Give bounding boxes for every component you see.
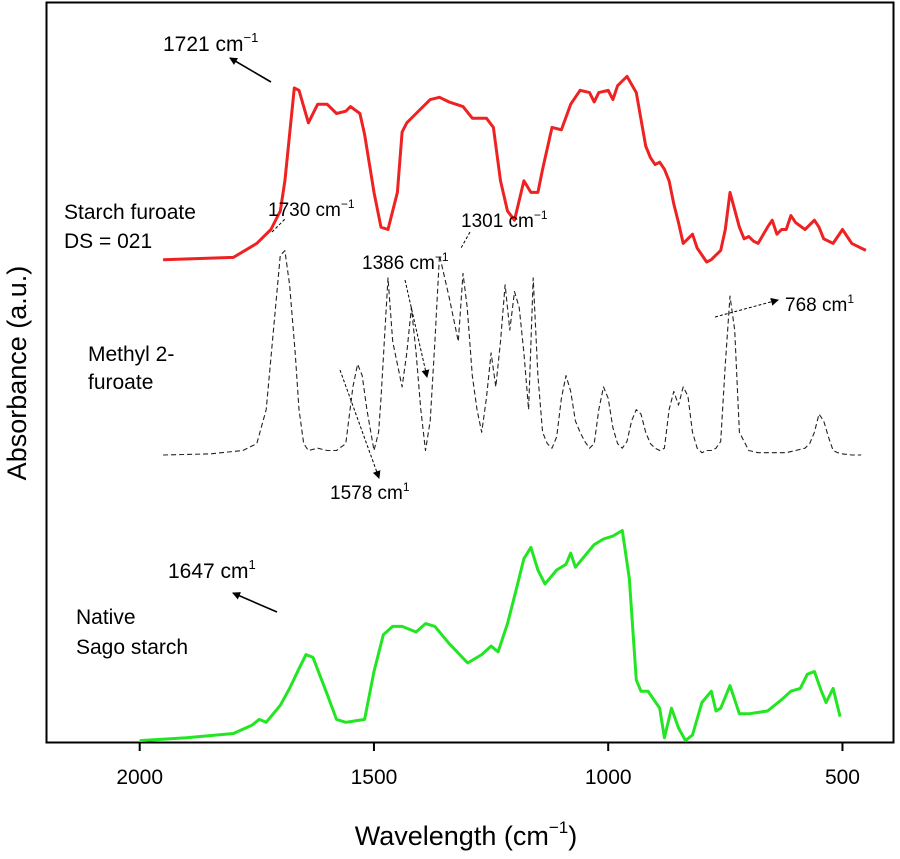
- annotation-label: 1721 cm−1: [163, 30, 258, 56]
- annotation-arrow: [229, 57, 272, 83]
- series-label-line: Methyl 2-: [88, 343, 174, 366]
- annotation-1301: 1301 cm−1: [460, 208, 548, 249]
- annotation-arrow: [714, 297, 779, 318]
- annotation-sup: −1: [244, 30, 259, 45]
- annotation-sup: −1: [341, 197, 355, 211]
- annotation-arrow: [271, 217, 287, 233]
- x-axis-title: Wavelength (cm−1): [355, 818, 577, 851]
- series-label-starch-furoate: Starch furoate DS = 021: [64, 201, 196, 253]
- annotation-arrow: [339, 369, 381, 479]
- x-tick-label: 2000: [116, 766, 163, 789]
- series-label-line: DS = 021: [64, 230, 152, 253]
- series-label-line: furoate: [88, 371, 153, 394]
- annotation-sup: −1: [534, 208, 548, 222]
- series-line-native-sago-starch: [139, 529, 842, 743]
- x-tick-label: 500: [825, 766, 860, 789]
- annotation-text: 768 cm: [785, 295, 847, 316]
- annotation-text: 1721 cm: [163, 33, 244, 56]
- annotation-arrow: [460, 231, 471, 249]
- annotation-sup: 1: [249, 557, 256, 572]
- y-axis-title: Absorbance (a.u.): [2, 266, 32, 481]
- x-axis-title-end: ): [568, 821, 577, 851]
- x-tick-label: 1000: [585, 766, 632, 789]
- series-label-line: Sago starch: [76, 636, 188, 659]
- annotation-1647: 1647 cm1: [168, 557, 278, 613]
- annotation-1721: 1721 cm−1: [163, 30, 272, 83]
- series-label-methyl-furoate: Methyl 2- furoate: [88, 343, 174, 394]
- x-axis-title-text: Wavelength (cm: [355, 821, 549, 851]
- annotation-text: 1730 cm: [268, 200, 341, 221]
- annotation-label: 1578 cm1: [330, 480, 410, 504]
- annotation-sup: 1: [847, 292, 854, 306]
- annotation-label: 1647 cm1: [168, 557, 256, 583]
- annotation-text: 1301 cm: [461, 211, 534, 232]
- annotation-label: 1301 cm−1: [461, 208, 548, 232]
- annotation-arrow: [232, 592, 278, 613]
- x-tick-label: 1500: [351, 766, 398, 789]
- annotation-text: 1578 cm: [330, 483, 403, 504]
- x-axis-title-sup: −1: [549, 818, 568, 837]
- annotation-1730: 1730 cm−1: [268, 197, 355, 233]
- series-label-line: Native: [76, 606, 136, 629]
- annotation-label: 768 cm1: [785, 292, 854, 316]
- series-label-line: Starch furoate: [64, 201, 196, 224]
- annotation-sup: −1: [435, 250, 449, 264]
- annotation-text: 1386 cm: [362, 253, 435, 274]
- annotation-arrow: [404, 279, 430, 378]
- x-axis-ticks: 2000 1500 1000 500: [116, 742, 860, 789]
- plot-frame: [45, 1, 895, 744]
- series-line-methyl-2-furoate: [163, 250, 862, 456]
- annotation-1578: 1578 cm1: [330, 369, 410, 504]
- series-layer: [139, 74, 867, 743]
- annotation-768: 768 cm1: [714, 292, 854, 318]
- series-line-starch-furoate-ds-021: [163, 74, 867, 264]
- annotation-sup: 1: [403, 480, 410, 494]
- annotation-label: 1386 cm−1: [362, 250, 449, 274]
- annotation-text: 1647 cm: [168, 560, 249, 583]
- annotation-label: 1730 cm−1: [268, 197, 355, 221]
- series-label-native-sago: Native Sago starch: [76, 606, 188, 659]
- annotation-1386: 1386 cm−1: [362, 250, 449, 378]
